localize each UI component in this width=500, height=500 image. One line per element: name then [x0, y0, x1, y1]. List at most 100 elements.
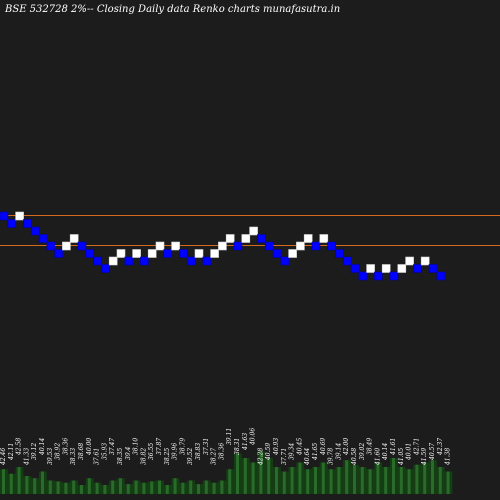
renko-brick-up [62, 241, 71, 251]
volume-bar [384, 467, 388, 494]
renko-brick-up [69, 234, 79, 243]
volume-label: 38.83 [195, 443, 202, 460]
volume-label: 41.63 [242, 433, 249, 451]
volume-bar [321, 462, 325, 494]
volume-bar [48, 480, 52, 494]
volume-label: 42.58 [16, 438, 23, 456]
volume-bar [423, 462, 427, 494]
volume-bar [173, 478, 177, 494]
volume-bar [158, 480, 161, 494]
volume-bar [64, 482, 68, 494]
volume-bar [329, 469, 333, 494]
renko-brick-up [171, 241, 180, 251]
renko-brick-down [202, 256, 212, 266]
renko-brick-up [15, 211, 24, 221]
renko-brick-up [218, 241, 227, 251]
volume-bar [290, 467, 294, 494]
volume-label: 40.45 [296, 438, 303, 456]
renko-brick-down [428, 264, 438, 273]
volume-bar [337, 467, 341, 494]
volume-label: 39.52 [187, 448, 194, 465]
volume-bar [33, 478, 37, 494]
volume-bar [189, 480, 193, 494]
volume-label: 40.93 [273, 438, 280, 456]
volume-label: 42.11 [8, 443, 15, 461]
volume-label: 41.59 [421, 448, 428, 466]
renko-brick-up [132, 249, 141, 258]
volume-bar [17, 467, 21, 494]
renko-brick-down [272, 249, 282, 258]
volume-label: 38.36 [62, 438, 69, 455]
volume-bar [275, 467, 278, 494]
renko-brick-down [311, 241, 321, 251]
volume-bar [9, 473, 13, 494]
renko-brick-up [420, 256, 430, 266]
volume-label: 39.53 [47, 448, 54, 465]
volume-label: 38.35 [117, 448, 124, 465]
renko-brick-down [7, 219, 17, 228]
renko-brick-up [288, 249, 297, 258]
volume-bar [103, 485, 107, 494]
volume-bar [41, 471, 44, 494]
volume-bar [111, 480, 115, 494]
volume-bar [236, 453, 239, 494]
volume-label: 42.46 [0, 448, 7, 466]
volume-label: 38.27 [211, 448, 218, 465]
volume-label: 38.49 [367, 438, 374, 455]
renko-brick-up [303, 234, 313, 243]
volume-label: 40.69 [320, 438, 327, 456]
volume-bar [376, 462, 380, 494]
volume-bar [134, 480, 138, 494]
renko-brick-up [116, 249, 126, 258]
renko-brick-down [163, 249, 173, 258]
volume-label: 40.00 [86, 438, 93, 456]
volume-bar [220, 480, 224, 494]
volume-label: 41.38 [445, 448, 452, 466]
volume-label: 38.25 [164, 448, 171, 465]
renko-brick-down [327, 241, 336, 251]
renko-brick-down [186, 256, 196, 266]
renko-brick-down [54, 249, 63, 258]
renko-brick-up [249, 226, 258, 236]
volume-label: 41.60 [374, 448, 381, 466]
renko-brick-down [38, 234, 48, 243]
renko-brick-down [374, 271, 383, 281]
volume-label: 38.31 [234, 438, 241, 455]
volume-label: 37.71 [281, 448, 288, 465]
volume-label: 38.79 [179, 438, 186, 455]
volume-bar [72, 480, 76, 494]
volume-label: 37.47 [109, 438, 116, 455]
volume-label: 37.87 [156, 438, 163, 455]
volume-label: 40.14 [382, 443, 389, 461]
renko-brick-down [0, 211, 9, 221]
renko-brick-down [358, 271, 368, 281]
volume-label: 37.61 [94, 448, 101, 465]
volume-label: 41.61 [390, 438, 397, 456]
volume-bar [197, 484, 200, 494]
renko-brick-down [350, 264, 360, 273]
volume-bar [282, 471, 286, 494]
volume-bar [415, 464, 419, 494]
volume-bar [353, 464, 356, 494]
volume-bar [298, 462, 302, 494]
volume-label: 42.00 [343, 438, 350, 456]
volume-label: 40.64 [304, 448, 311, 466]
volume-label: 36.55 [148, 443, 155, 460]
renko-brick-down [436, 271, 446, 281]
renko-brick-down [280, 256, 290, 266]
volume-bar [25, 476, 29, 494]
volume-label: 42.71 [413, 438, 420, 456]
volume-bar [80, 485, 83, 494]
volume-label: 40.14 [39, 438, 46, 456]
volume-bar [126, 484, 130, 494]
volume-bar [212, 482, 216, 494]
renko-brick-down [413, 264, 422, 273]
volume-bar [407, 469, 411, 494]
renko-brick-up [194, 249, 204, 258]
renko-brick-down [85, 249, 95, 258]
volume-label: 39.12 [31, 443, 38, 460]
renko-brick-up [155, 241, 165, 251]
volume-bar [251, 462, 255, 494]
volume-label: 39.14 [335, 443, 342, 460]
